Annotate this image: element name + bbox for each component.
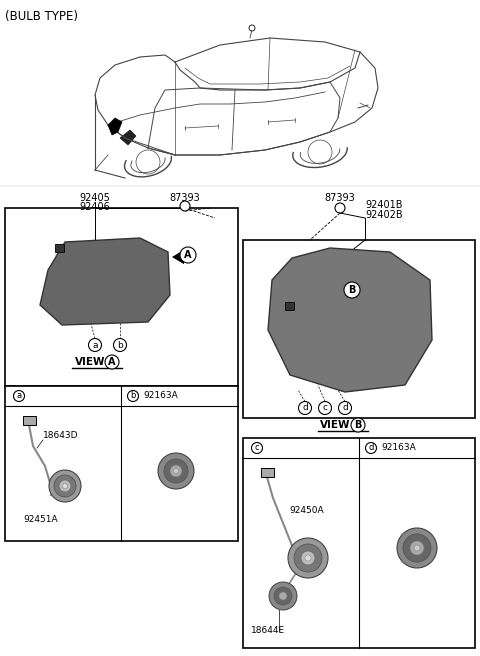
Text: 92450A: 92450A [289,506,324,515]
Circle shape [338,401,351,415]
Text: d: d [368,443,374,453]
Text: c: c [323,403,327,413]
Circle shape [173,468,179,474]
Polygon shape [52,245,105,285]
Text: 18644E: 18644E [251,626,285,635]
Circle shape [252,443,263,453]
Polygon shape [40,238,170,325]
Circle shape [338,206,342,210]
Circle shape [269,582,297,610]
FancyBboxPatch shape [23,416,36,425]
Circle shape [294,544,322,572]
Circle shape [274,587,292,605]
Polygon shape [120,130,136,145]
Polygon shape [108,118,122,135]
Circle shape [414,545,420,551]
Circle shape [249,25,255,31]
Text: 92401B: 92401B [365,200,403,210]
Circle shape [301,551,315,565]
Text: b: b [130,392,136,401]
Circle shape [113,338,127,352]
Text: 92405: 92405 [80,193,110,203]
FancyBboxPatch shape [261,468,274,477]
Circle shape [49,470,81,502]
Circle shape [319,401,332,415]
Text: A: A [108,357,116,367]
Circle shape [183,204,187,208]
FancyBboxPatch shape [285,302,294,310]
Text: VIEW: VIEW [320,420,350,430]
FancyBboxPatch shape [5,386,238,541]
Circle shape [344,282,360,298]
Text: d: d [342,403,348,413]
Circle shape [54,475,76,497]
Text: 92163A: 92163A [143,392,178,401]
Circle shape [305,555,311,561]
Text: 18643D: 18643D [43,431,79,440]
Text: 92402B: 92402B [365,210,403,220]
Circle shape [13,390,24,401]
Text: 92451A: 92451A [23,515,58,524]
Circle shape [335,203,345,213]
Text: 92163A: 92163A [381,443,416,453]
FancyBboxPatch shape [5,208,238,386]
Circle shape [164,459,188,483]
Text: (BULB TYPE): (BULB TYPE) [5,10,78,23]
Text: B: B [348,285,356,295]
Circle shape [128,390,139,401]
Text: 87393: 87393 [169,193,200,203]
Circle shape [158,453,194,489]
Circle shape [351,418,365,432]
Circle shape [403,534,431,562]
Text: a: a [16,392,22,401]
Circle shape [279,592,287,600]
Text: VIEW: VIEW [75,357,106,367]
Polygon shape [275,258,380,362]
Polygon shape [108,244,158,310]
Circle shape [397,528,437,568]
Text: A: A [184,250,192,260]
Circle shape [88,338,101,352]
Polygon shape [335,286,347,300]
Text: a: a [92,340,98,350]
Text: b: b [117,340,123,350]
Circle shape [105,355,119,369]
Circle shape [62,483,68,489]
Polygon shape [172,250,184,264]
Polygon shape [268,248,432,392]
Circle shape [59,480,71,492]
Text: d: d [302,403,308,413]
Circle shape [299,401,312,415]
Circle shape [170,465,182,477]
Circle shape [180,201,190,211]
Text: 87393: 87393 [324,193,355,203]
FancyBboxPatch shape [55,244,64,252]
Circle shape [410,541,424,555]
Text: B: B [354,420,362,430]
Circle shape [365,443,376,453]
Text: c: c [255,443,259,453]
Text: 92406: 92406 [80,202,110,212]
FancyBboxPatch shape [243,438,475,648]
Circle shape [288,538,328,578]
FancyBboxPatch shape [243,240,475,418]
Circle shape [180,247,196,263]
